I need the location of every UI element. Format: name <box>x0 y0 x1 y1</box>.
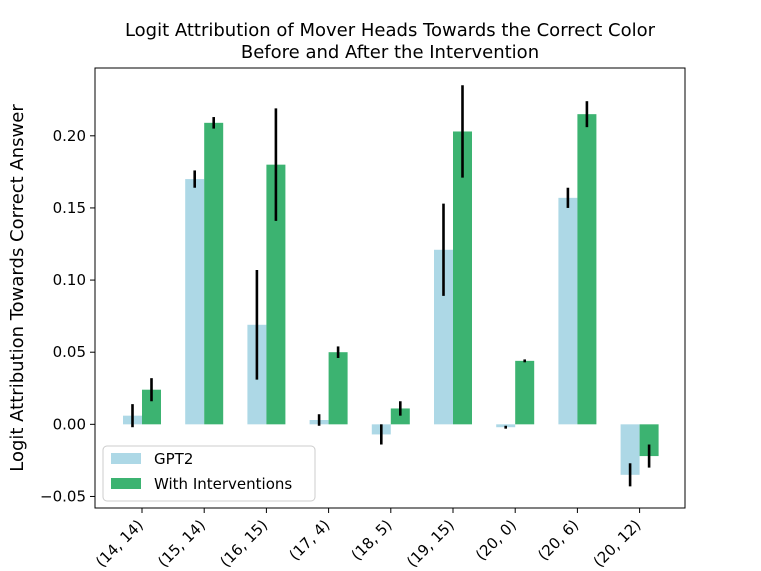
x-tick-label-20-0: (20, 0) <box>472 516 520 564</box>
y-tick-label: 0.15 <box>53 199 86 217</box>
error-bars-layer <box>131 85 651 487</box>
legend-label-gpt2: GPT2 <box>154 450 193 468</box>
bar-with-interventions-20-12 <box>639 424 659 457</box>
bar-gpt2-20-12 <box>620 424 640 475</box>
bar-with-interventions-14-14 <box>142 389 161 425</box>
x-tick-label-17-4: (17, 4) <box>285 516 333 564</box>
bar-gpt2-20-6 <box>558 197 578 425</box>
y-axis-label: Logit Attribution Towards Correct Answer <box>7 104 28 472</box>
chart-title-line-2: Before and After the Intervention <box>241 42 539 63</box>
x-tick-label-19-15: (19, 15) <box>403 516 458 571</box>
y-tick-label: 0.20 <box>53 127 86 145</box>
legend-label-with-interventions: With Interventions <box>154 475 292 493</box>
y-axis: −0.05 0.00 0.05 0.10 0.15 0.20 <box>40 127 95 505</box>
bar-with-interventions-15-14 <box>204 122 224 425</box>
bar-with-interventions-16-15 <box>266 164 286 425</box>
x-tick-label-20-12: (20, 12) <box>590 516 645 571</box>
bars-layer <box>123 114 659 475</box>
y-tick-label: 0.10 <box>53 271 86 289</box>
bar-with-interventions-20-6 <box>577 114 597 425</box>
bar-gpt2-19-15 <box>434 249 453 425</box>
x-tick-label-18-5: (18, 5) <box>348 516 396 564</box>
bar-with-interventions-17-4 <box>328 352 348 425</box>
bar-with-interventions-18-5 <box>390 408 410 425</box>
chart-title-line-1: Logit Attribution of Mover Heads Towards… <box>125 20 656 41</box>
bar-with-interventions-20-0 <box>515 360 535 425</box>
y-tick-label: 0.00 <box>53 415 86 433</box>
legend-swatch-with-interventions <box>111 478 141 489</box>
y-tick-label: 0.05 <box>53 343 86 361</box>
bar-gpt2-15-14 <box>185 179 205 425</box>
legend-swatch-gpt2 <box>111 453 141 464</box>
x-axis: (14, 14) (15, 14) (16, 15) (17, 4) (18, 5) (1… <box>92 508 644 571</box>
bar-with-interventions-19-15 <box>453 131 472 425</box>
legend: GPT2 With Interventions <box>102 445 316 502</box>
x-tick-label-15-14: (15, 14) <box>154 516 209 571</box>
plot-frame <box>94 67 686 509</box>
x-tick-label-16-15: (16, 15) <box>216 516 271 571</box>
x-tick-label-20-6: (20, 6) <box>534 516 582 564</box>
legend-frame <box>102 445 316 502</box>
x-tick-label-14-14: (14, 14) <box>92 516 147 571</box>
y-tick-label: −0.05 <box>40 487 86 505</box>
